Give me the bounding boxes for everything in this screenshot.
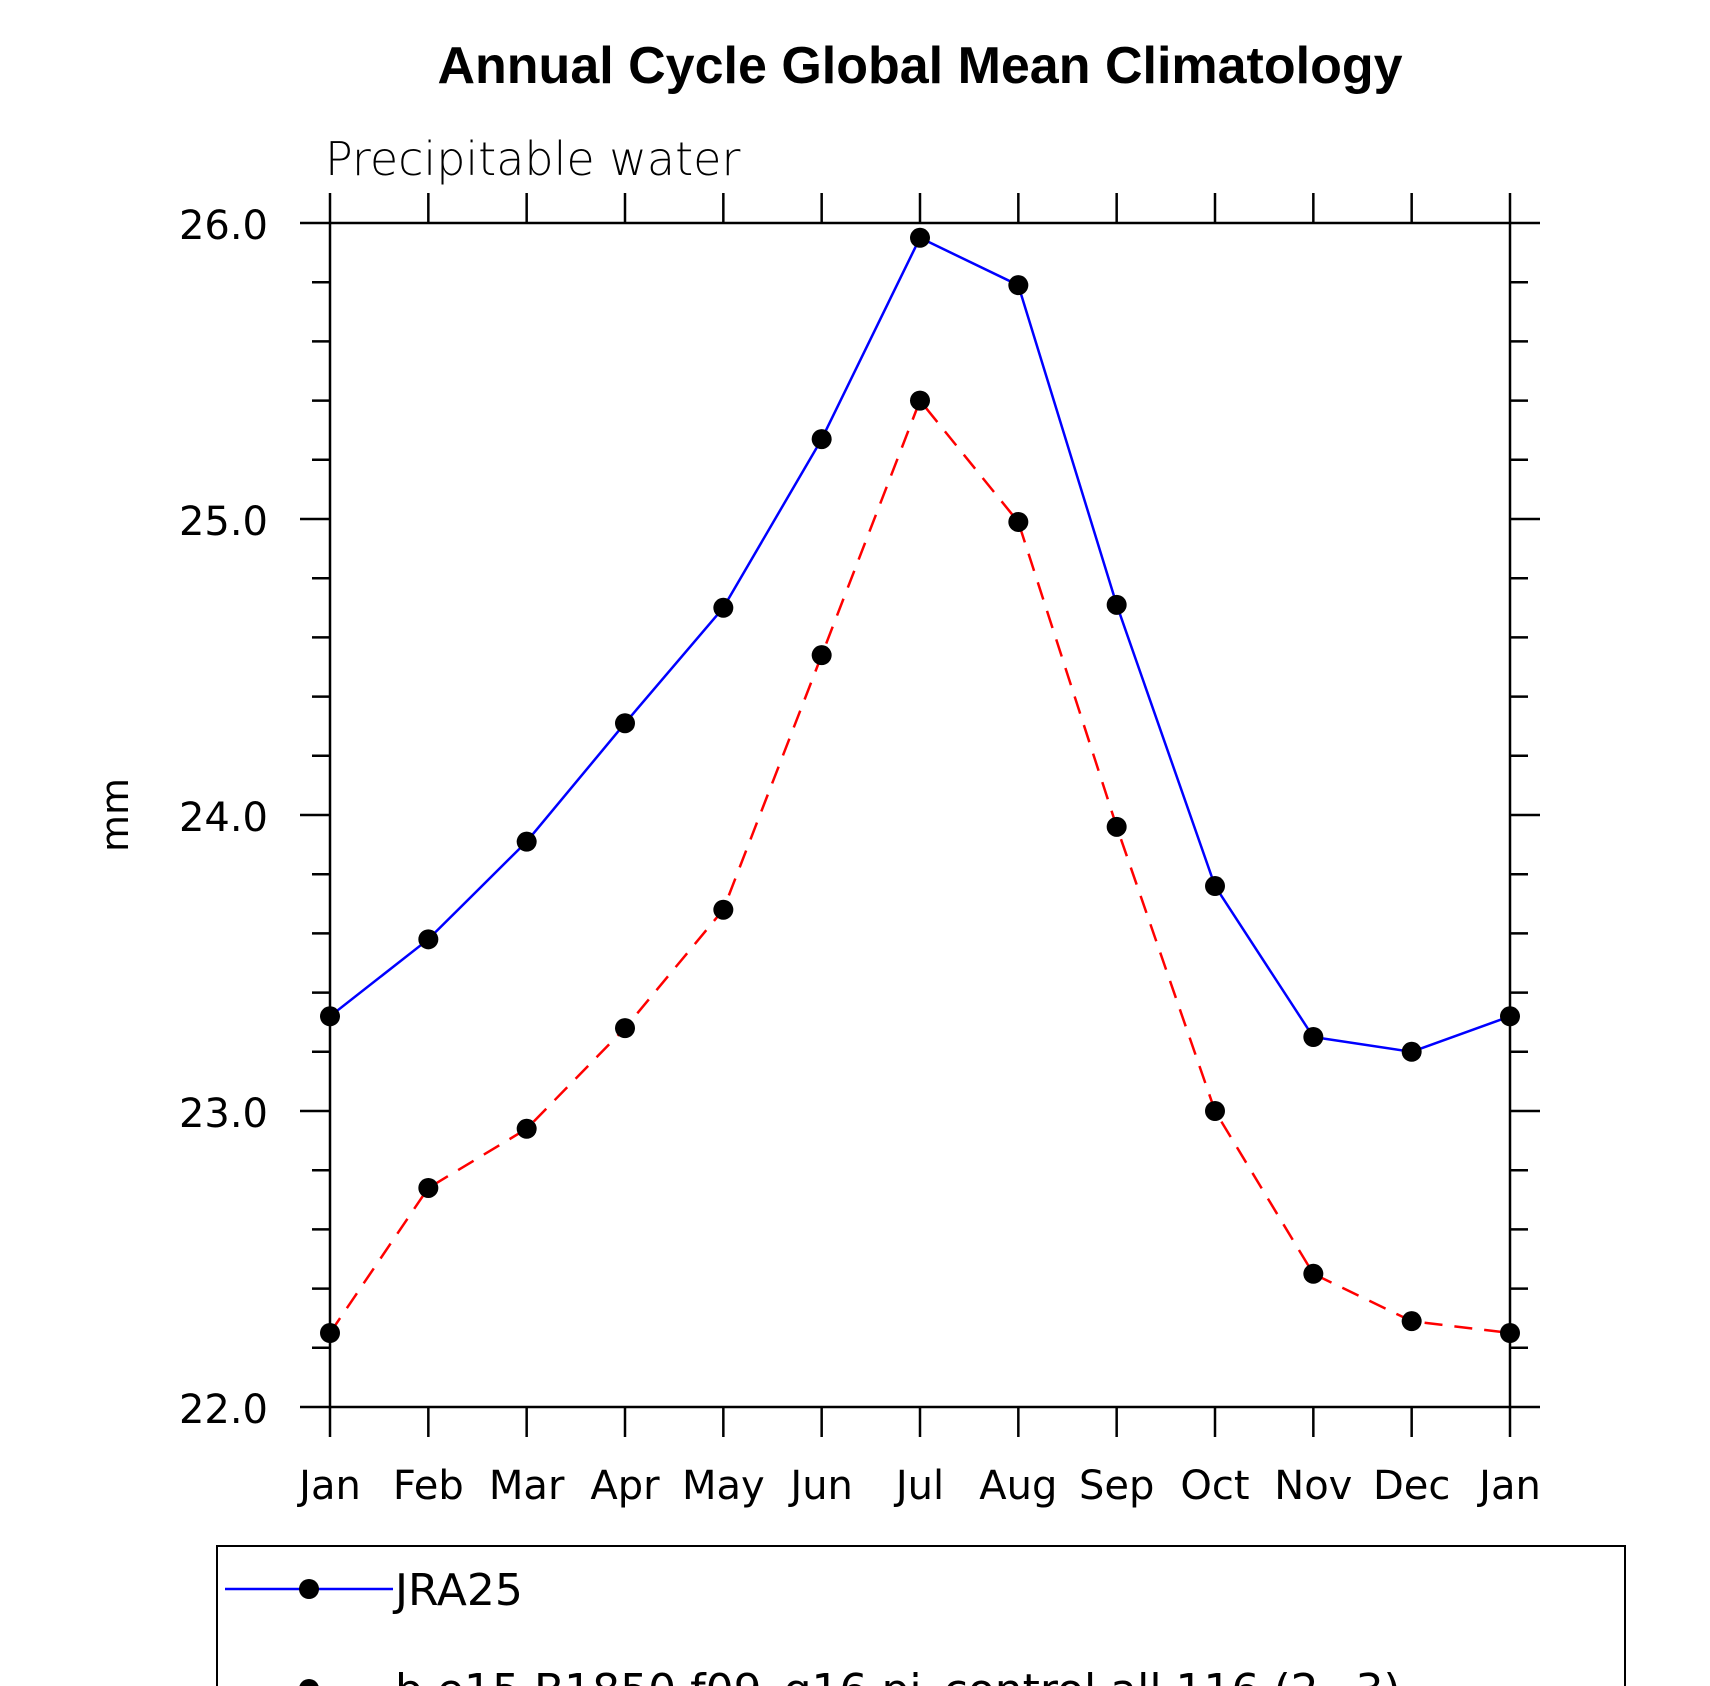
data-point-series-0 <box>811 429 832 450</box>
data-point-series-0 <box>910 227 930 248</box>
legend: JRA25 b.e15.B1850.f09_g16.pi_control.all… <box>216 1545 1626 1686</box>
data-point-series-0 <box>1303 1027 1324 1047</box>
x-tick-label: Aug <box>979 1463 1057 1509</box>
data-point-series-1 <box>320 1323 340 1343</box>
data-point-series-0 <box>1106 594 1127 615</box>
data-point-series-1 <box>418 1177 439 1198</box>
data-point-series-0 <box>418 929 439 950</box>
x-tick-label: Sep <box>1079 1463 1154 1509</box>
x-tick-label: Jan <box>296 1463 361 1509</box>
data-point-series-1 <box>1303 1263 1324 1284</box>
x-tick-label: Mar <box>489 1463 565 1509</box>
data-point-series-0 <box>1500 1006 1520 1027</box>
data-point-series-1 <box>1008 511 1029 532</box>
legend-label-jra25: JRA25 <box>392 1565 523 1616</box>
x-tick-label: Nov <box>1274 1463 1352 1509</box>
data-point-series-0 <box>1008 275 1029 296</box>
x-tick-label: Jul <box>893 1463 944 1509</box>
x-tick-label: Jan <box>1476 1463 1541 1509</box>
series-line-1 <box>328 399 1511 1335</box>
data-point-series-1 <box>811 645 832 666</box>
series-layer <box>320 227 1520 1343</box>
data-point-series-1 <box>1401 1311 1422 1332</box>
legend-marker-jra25 <box>299 1579 319 1599</box>
y-tick-label: 24.0 <box>179 795 268 841</box>
x-ticks <box>328 193 1512 1437</box>
legend-label-model: b.e15.B1850.f09_g16.pi_control.all.116 (… <box>395 1665 1401 1686</box>
data-point-series-1 <box>1106 816 1127 837</box>
x-tick-label: May <box>682 1463 765 1509</box>
y-tick-label: 25.0 <box>179 499 268 545</box>
y-axis-label: mm <box>93 778 137 852</box>
data-point-series-1 <box>516 1118 537 1139</box>
legend-box <box>216 1545 1626 1686</box>
data-point-series-0 <box>1401 1041 1422 1062</box>
x-tick-label: Jun <box>787 1463 853 1509</box>
data-point-series-1 <box>1500 1323 1520 1343</box>
data-point-series-0 <box>713 597 734 618</box>
data-point-series-1 <box>713 899 734 920</box>
x-tick-label: Oct <box>1180 1463 1249 1509</box>
x-tick-label: Apr <box>590 1463 660 1509</box>
y-tick-label: 26.0 <box>179 203 268 249</box>
x-tick-labels: Jan Feb Mar Apr May Jun Jul Aug Sep Oct Nov Dec Jan <box>296 1463 1541 1509</box>
chart-subtitle: Precipitable water <box>325 132 740 186</box>
y-ticks <box>300 221 1540 1409</box>
y-tick-labels: 22.0 23.0 24.0 25.0 26.0 <box>179 203 268 1433</box>
data-point-series-0 <box>320 1006 340 1027</box>
y-tick-label: 23.0 <box>179 1091 268 1137</box>
legend-marker-model <box>299 1679 319 1686</box>
x-tick-label: Feb <box>393 1463 464 1509</box>
data-point-series-0 <box>516 831 537 852</box>
data-point-series-1 <box>1205 1101 1225 1121</box>
data-point-series-0 <box>1205 876 1225 897</box>
data-point-series-1 <box>910 390 930 411</box>
x-tick-label: Dec <box>1373 1463 1450 1509</box>
data-point-series-1 <box>615 1018 635 1039</box>
data-point-series-0 <box>615 713 635 734</box>
series-line-0 <box>329 236 1511 1054</box>
chart-title: Annual Cycle Global Mean Climatology <box>437 37 1402 95</box>
y-tick-label: 22.0 <box>179 1387 268 1433</box>
